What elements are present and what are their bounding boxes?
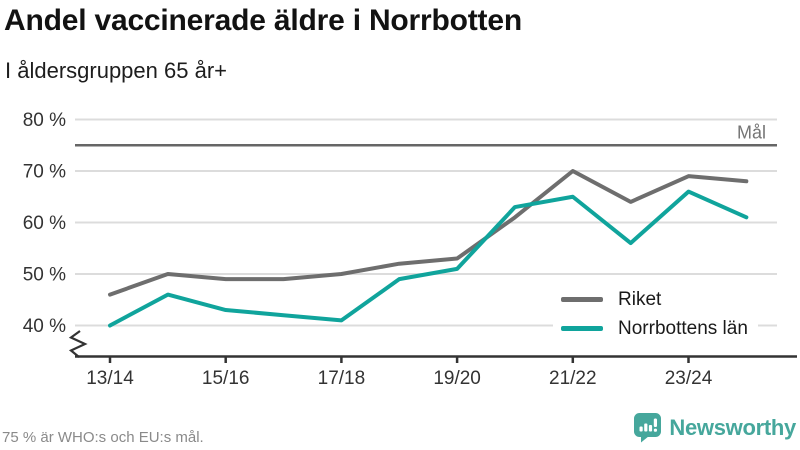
x-axis-tick-label: 15/16 — [202, 368, 250, 389]
series-line-riket — [108, 169, 749, 297]
riket-line-swatch — [561, 297, 603, 302]
series-line-norrbottens-l-n — [108, 189, 749, 328]
legend-item-norrbotten: Norrbottens län — [561, 316, 748, 341]
norrbotten-line-swatch — [561, 326, 603, 331]
legend-label-norrbotten: Norrbottens län — [618, 317, 748, 339]
axis-break-icon — [68, 330, 88, 358]
y-axis-tick-label: 40 % — [23, 316, 66, 337]
x-axis-tick-label: 19/20 — [433, 368, 481, 389]
x-axis-tick-label: 21/22 — [549, 368, 597, 389]
newsworthy-wordmark: Newsworthy — [669, 414, 796, 440]
legend-item-riket: Riket — [561, 287, 748, 312]
newsworthy-logo: Newsworthy — [633, 412, 796, 443]
x-axis-tick-label: 23/24 — [665, 368, 713, 389]
newsworthy-logo-icon — [634, 413, 662, 443]
legend-label-riket: Riket — [618, 288, 662, 310]
y-axis-tick-label: 80 % — [23, 110, 66, 131]
chart-subtitle: I åldersgruppen 65 år+ — [5, 58, 227, 83]
x-axis-tick-label: 13/14 — [86, 368, 134, 389]
gridlines: 40 % 50 % 60 % 70 % 80 % — [23, 110, 777, 337]
chart-legend: Riket Norrbottens län — [553, 283, 758, 347]
footnote: 75 % är WHO:s och EU:s mål. — [2, 429, 204, 446]
y-axis-tick-label: 60 % — [23, 213, 66, 234]
y-axis-tick-label: 70 % — [23, 162, 66, 183]
x-axis-tick-label: 17/18 — [318, 368, 366, 389]
page-title: Andel vaccinerade äldre i Norrbotten — [4, 4, 522, 37]
y-axis-tick-label: 50 % — [23, 265, 66, 286]
goal-label: Mål — [737, 122, 766, 142]
